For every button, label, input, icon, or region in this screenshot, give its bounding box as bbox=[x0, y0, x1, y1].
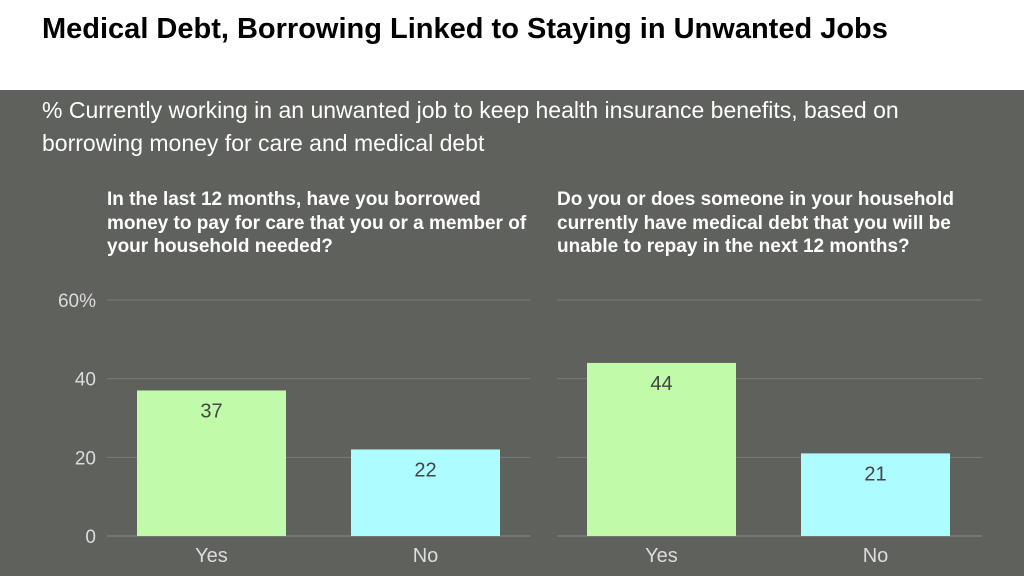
data-label: 21 bbox=[864, 463, 886, 485]
y-tick-label: 0 bbox=[85, 527, 96, 548]
chart-subtitle: % Currently working in an unwanted job t… bbox=[42, 97, 899, 156]
chart-title: Medical Debt, Borrowing Linked to Stayin… bbox=[42, 13, 888, 45]
x-tick-label: No bbox=[863, 545, 889, 567]
bar-yes bbox=[587, 362, 736, 536]
title-band bbox=[0, 0, 1024, 90]
panel-title-medical-debt: Do you or does someone in your household… bbox=[557, 189, 954, 257]
y-tick-label: 20 bbox=[75, 448, 96, 469]
y-tick-label: 60% bbox=[58, 291, 96, 312]
data-label: 37 bbox=[200, 400, 222, 422]
x-tick-label: Yes bbox=[195, 545, 228, 567]
x-tick-label: No bbox=[413, 545, 439, 567]
bar-no bbox=[351, 449, 500, 536]
data-label: 44 bbox=[650, 373, 672, 395]
y-tick-label: 40 bbox=[75, 370, 96, 391]
data-label: 22 bbox=[414, 459, 436, 481]
bar-yes bbox=[137, 390, 286, 536]
x-tick-label: Yes bbox=[645, 545, 678, 567]
bar-no bbox=[801, 453, 950, 536]
panel-title-borrowed: In the last 12 months, have you borrowed… bbox=[107, 189, 527, 257]
